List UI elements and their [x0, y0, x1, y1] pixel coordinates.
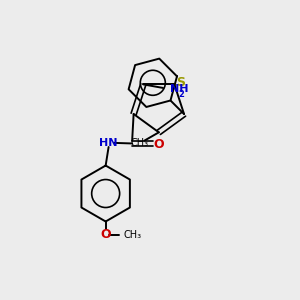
Text: HN: HN — [99, 139, 117, 148]
Text: S: S — [176, 76, 185, 89]
Text: O: O — [153, 138, 164, 151]
Text: NH: NH — [170, 84, 188, 94]
Text: 2: 2 — [178, 90, 184, 99]
Text: O: O — [100, 228, 111, 241]
Text: CH₃: CH₃ — [130, 138, 148, 148]
Text: CH₃: CH₃ — [124, 230, 142, 240]
